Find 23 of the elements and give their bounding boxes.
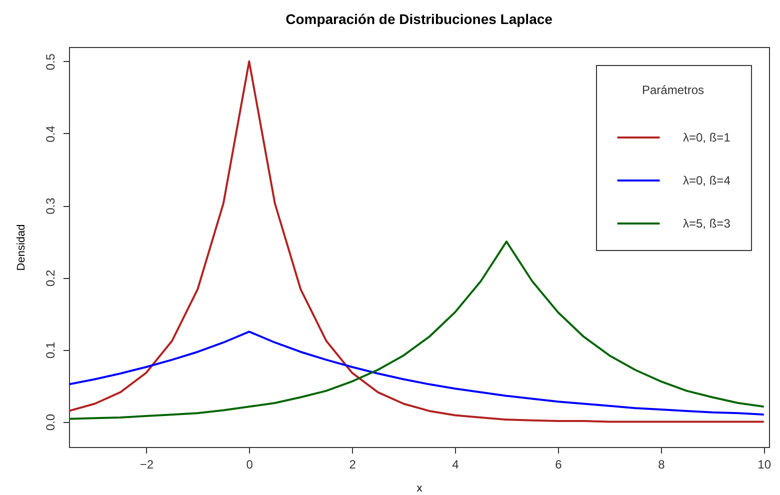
x-tick-label: 10 [758, 458, 772, 472]
x-tick-label: 2 [349, 458, 356, 472]
y-tick-label: 0.3 [44, 197, 58, 214]
x-tick-label: −2 [140, 458, 154, 472]
x-axis-title: x [416, 482, 423, 494]
x-tick-label: 4 [452, 458, 460, 472]
line-series [69, 330, 765, 416]
y-tick-label: 0.1 [44, 342, 58, 359]
legend-label: λ=0, ß=1 [683, 130, 731, 144]
legend-label: λ=5, ß=3 [683, 216, 731, 230]
legend-title: Parámetros [642, 83, 704, 97]
y-tick-label: 0.4 [44, 125, 58, 142]
x-tick-label: 8 [658, 458, 666, 472]
line-series [69, 60, 765, 423]
legend-label: λ=0, ß=4 [683, 174, 731, 188]
chart-title: Comparación de Distribuciones Laplace [286, 11, 553, 27]
line-series [69, 240, 765, 420]
x-tick-label: 0 [246, 458, 254, 472]
y-tick-label: 0.0 [44, 414, 58, 431]
y-axis-title: Densidad [16, 224, 28, 271]
x-tick-label: 6 [555, 458, 562, 472]
y-tick-label: 0.2 [44, 269, 58, 286]
y-tick-label: 0.5 [44, 53, 58, 70]
